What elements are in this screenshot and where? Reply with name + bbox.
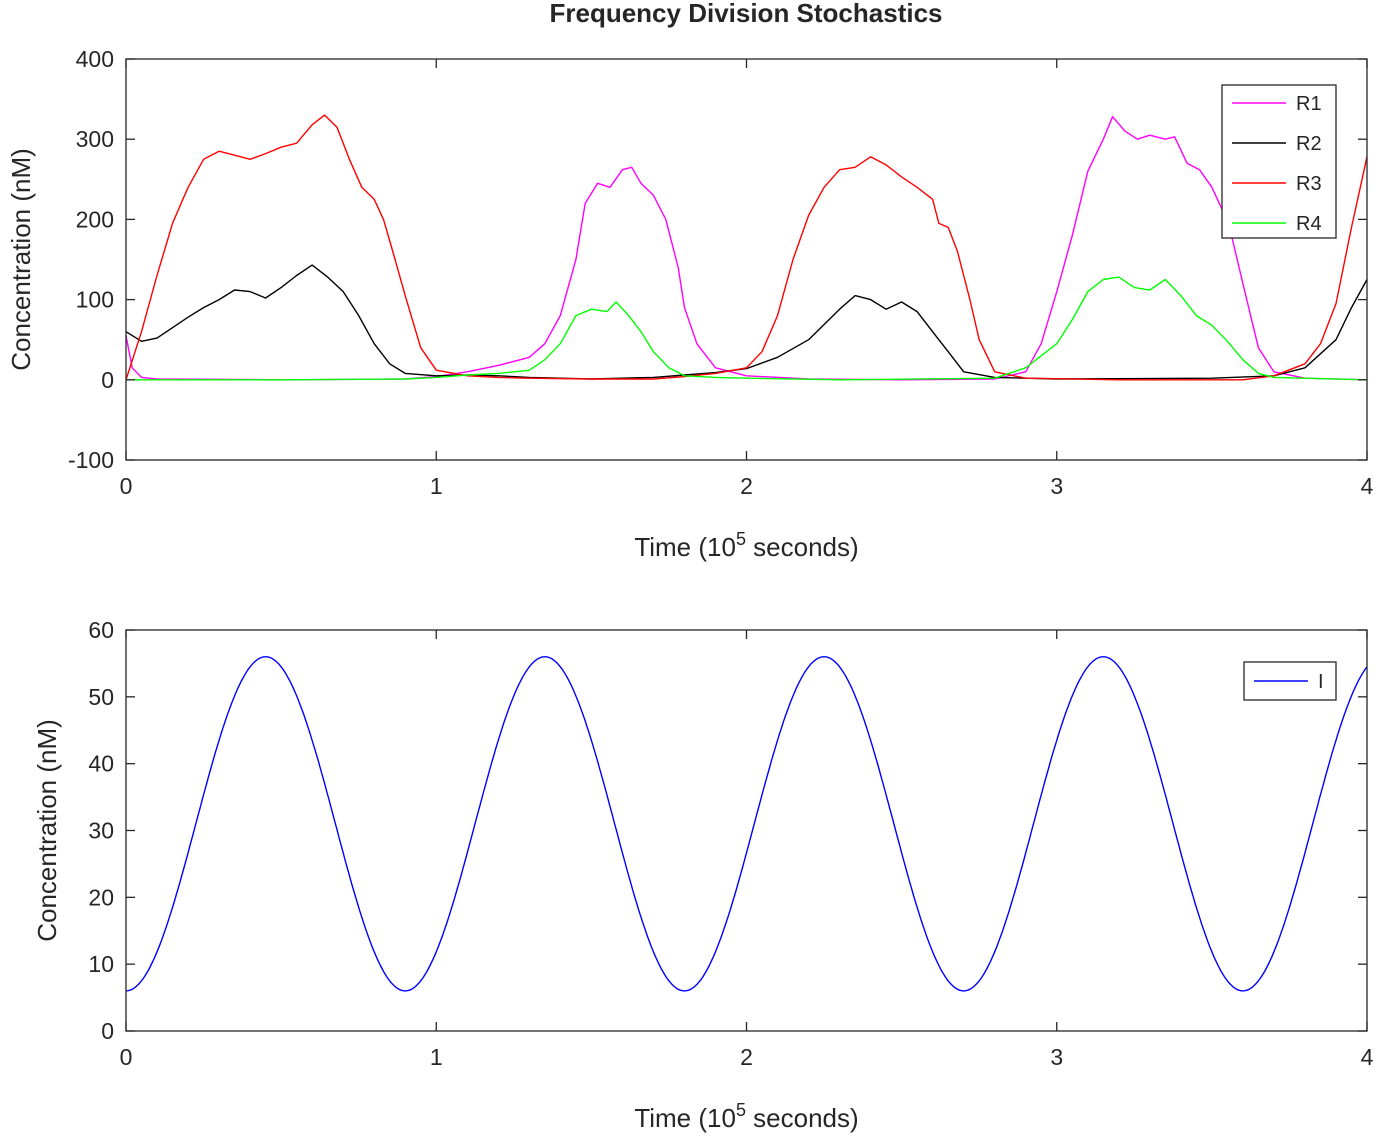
- x-tick-label: 3: [1050, 473, 1063, 499]
- series-line-r2: [126, 264, 1367, 380]
- legend: I: [1243, 661, 1337, 701]
- series-group: [126, 114, 1367, 381]
- y-tick-label: 30: [88, 818, 114, 844]
- y-tick-label: 40: [88, 751, 114, 777]
- legend-label-r3: R3: [1296, 173, 1322, 195]
- y-tick-label: 50: [88, 684, 114, 710]
- y-axis-label: Concentration (nM): [6, 148, 36, 371]
- x-tick-label: 1: [430, 473, 443, 499]
- y-tick-label: 100: [76, 287, 114, 313]
- legend-label-r4: R4: [1296, 213, 1322, 235]
- y-tick-label: 200: [76, 206, 114, 232]
- x-tick-label: 3: [1050, 1044, 1063, 1070]
- x-tick-label: 4: [1361, 473, 1374, 499]
- x-tick-label: 2: [740, 1044, 753, 1070]
- x-tick-label: 0: [120, 473, 133, 499]
- x-tick-label: 1: [430, 1044, 443, 1070]
- y-tick-label: -100: [68, 447, 114, 473]
- legend-label-r2: R2: [1296, 133, 1322, 155]
- y-tick-label: 300: [76, 126, 114, 152]
- y-tick-label: 20: [88, 884, 114, 910]
- y-tick-label: 10: [88, 951, 114, 977]
- y-tick-label: 60: [88, 617, 114, 643]
- series-group: [126, 656, 1367, 992]
- plot-frame: [125, 629, 1368, 1032]
- series-line-i: [126, 656, 1367, 992]
- x-tick-label: 4: [1361, 1044, 1374, 1070]
- plot-frame: [125, 58, 1368, 461]
- series-line-r3: [126, 114, 1367, 381]
- y-tick-label: 0: [101, 367, 114, 393]
- series-line-r4: [126, 276, 1367, 381]
- x-tick-label: 2: [740, 473, 753, 499]
- y-tick-label: 0: [101, 1018, 114, 1044]
- x-axis-label: Time (105 seconds): [634, 529, 858, 562]
- legend-box: [1221, 84, 1337, 239]
- legend: R1 R2 R3 R4: [1221, 84, 1337, 239]
- series-line-r1: [126, 116, 1367, 381]
- y-tick-label: 400: [76, 46, 114, 72]
- legend-label-r1: R1: [1296, 93, 1322, 115]
- legend-label-i: I: [1318, 671, 1324, 693]
- y-axis-label: Concentration (nM): [32, 719, 62, 942]
- x-axis-label: Time (105 seconds): [634, 1100, 858, 1133]
- x-tick-label: 0: [120, 1044, 133, 1070]
- chart-title: Frequency Division Stochastics: [549, 0, 942, 28]
